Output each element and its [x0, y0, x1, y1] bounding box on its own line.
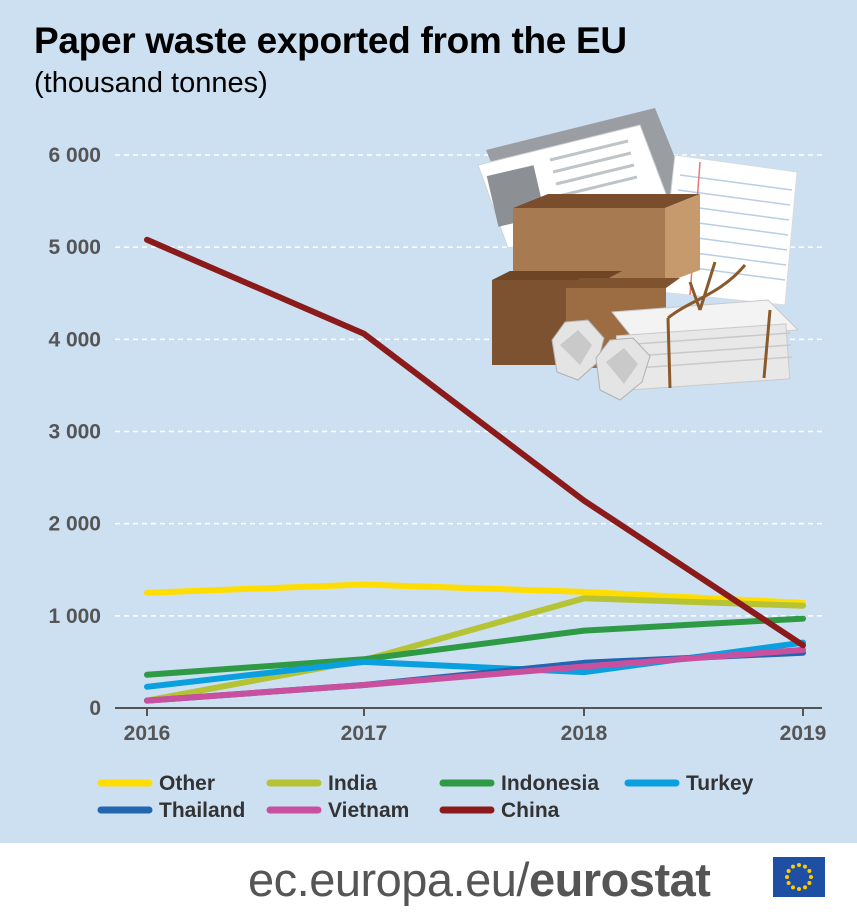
legend-item-vietnam: Vietnam: [266, 799, 409, 822]
eu-star: [809, 875, 813, 879]
eu-star: [807, 881, 812, 885]
eu-star: [803, 885, 807, 890]
y-tick-label: 2 000: [48, 513, 101, 536]
legend-label: Turkey: [686, 772, 754, 795]
legend-label: China: [501, 799, 560, 822]
legend-item-thailand: Thailand: [97, 799, 245, 822]
y-tick-label: 6 000: [48, 144, 101, 167]
eu-flag-icon: [773, 857, 825, 897]
series-line-vietnam: [144, 646, 806, 704]
footer-url[interactable]: ec.europa.eu/eurostat: [248, 852, 711, 907]
legend-label: Vietnam: [328, 799, 409, 822]
legend-label: Thailand: [159, 799, 245, 822]
eu-star: [797, 887, 801, 891]
series-lines: [144, 236, 806, 704]
eu-star: [786, 869, 791, 873]
y-axis-ticks: 0 1 000 2 000 3 000 4 000 5 000 6 000: [48, 144, 101, 720]
legend-label: Other: [159, 772, 215, 795]
eu-star: [807, 869, 812, 873]
y-tick-label: 1 000: [48, 605, 101, 628]
eu-star: [785, 875, 789, 879]
series-line-indonesia: [144, 615, 806, 678]
footer-brand: eurostat: [528, 853, 711, 906]
eu-star: [791, 885, 795, 890]
footer-site: ec.europa.eu/: [248, 853, 529, 906]
legend-item-other: Other: [97, 772, 215, 795]
y-tick-label: 3 000: [48, 421, 101, 444]
chart-title: Paper waste exported from the EU: [34, 20, 627, 61]
y-tick-label: 4 000: [48, 328, 101, 351]
line-chart: 0 1 000 2 000 3 000 4 000 5 000 6 000 2016 2017…: [48, 108, 827, 822]
legend-item-turkey: Turkey: [624, 772, 754, 795]
legend-label: Indonesia: [501, 772, 599, 795]
eu-star: [791, 864, 795, 869]
y-tick-label: 0: [89, 697, 101, 720]
x-tick-label: 2016: [124, 722, 171, 745]
x-axis-ticks: 2016 2017 2018 2019: [124, 708, 827, 745]
y-tick-label: 5 000: [48, 236, 101, 259]
legend-item-india: India: [266, 772, 377, 795]
legend-item-china: China: [439, 799, 560, 822]
x-tick-label: 2018: [561, 722, 608, 745]
eu-star: [803, 864, 807, 869]
x-tick-label: 2019: [780, 722, 827, 745]
chart-panel: [0, 0, 857, 843]
series-line-india: [144, 595, 806, 704]
series-line-china: [144, 236, 806, 649]
x-tick-label: 2017: [341, 722, 388, 745]
legend-label: India: [328, 772, 377, 795]
eu-star: [786, 881, 791, 885]
series-line-other: [144, 581, 806, 606]
paper-waste-illustration-icon: [477, 108, 800, 401]
legend-item-indonesia: Indonesia: [439, 772, 599, 795]
chart-subtitle: (thousand tonnes): [34, 67, 268, 99]
eu-star: [797, 863, 801, 867]
legend: Other India Indonesia Turkey Thailand Vietnam…: [97, 772, 754, 822]
